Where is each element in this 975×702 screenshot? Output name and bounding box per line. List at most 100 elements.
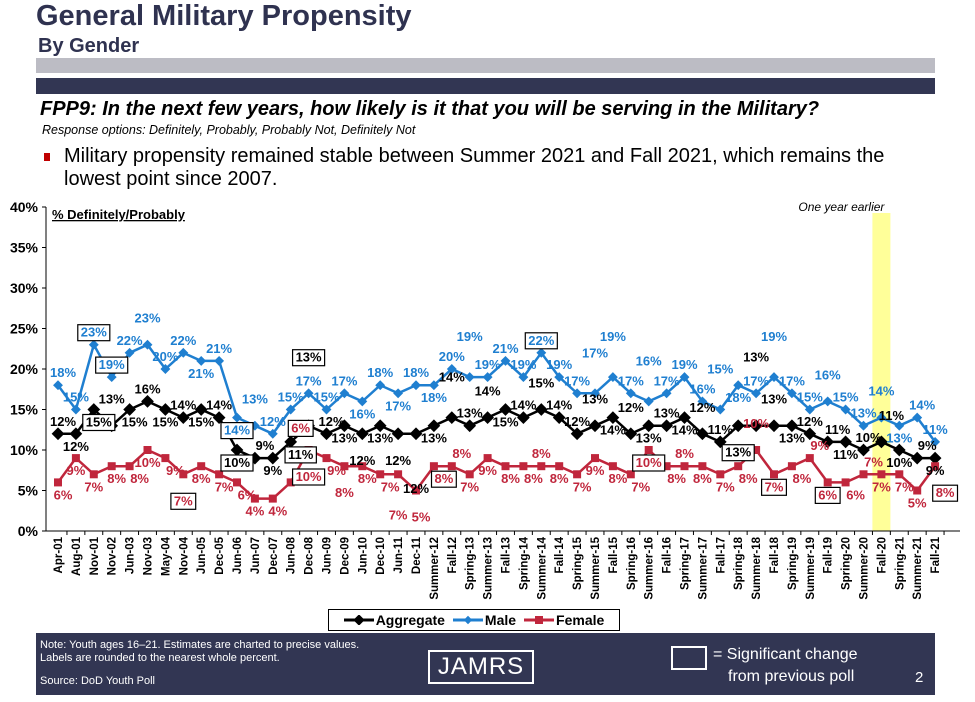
data-point-female: [412, 486, 420, 495]
data-point-male: [822, 396, 833, 407]
data-label-male: 23%: [134, 311, 160, 326]
data-label-aggregate: 14%: [206, 398, 232, 413]
data-label-female: 7%: [174, 493, 193, 508]
data-point-female: [501, 462, 510, 471]
x-tick-label: Jun-05: [196, 536, 208, 574]
x-tick-label: Nov-02: [107, 537, 119, 575]
data-label-male: 14%: [224, 423, 250, 438]
data-label-aggregate: 13%: [296, 350, 322, 365]
data-point-aggregate: [910, 451, 924, 465]
data-point-male: [482, 372, 493, 383]
data-label-male: 16%: [815, 367, 841, 382]
x-tick-label: Jun-10: [357, 537, 369, 574]
chart-legend: Aggregate Male Female: [328, 609, 620, 631]
data-point-aggregate: [427, 419, 441, 433]
data-label-male: 17%: [618, 373, 644, 388]
footer-source: Source: DoD Youth Poll: [40, 675, 155, 687]
x-tick-label: Summer-18: [751, 536, 763, 599]
data-label-male: 18%: [50, 365, 76, 380]
x-tick-label: Jun-08: [286, 536, 298, 574]
data-label-male: 17%: [564, 373, 590, 388]
data-label-aggregate: 12%: [618, 400, 644, 415]
x-tick-label: Fall-20: [876, 537, 888, 573]
data-point-male: [786, 388, 797, 399]
key-finding: Military propensity remained stable betw…: [44, 145, 904, 191]
x-tick-label: Spring-17: [680, 537, 692, 590]
data-point-female: [322, 454, 331, 463]
x-tick-label: Dec-09: [339, 537, 351, 575]
x-tick-label: May-04: [160, 536, 172, 576]
data-label-male: 18%: [725, 390, 751, 405]
data-label-female: 9%: [810, 438, 829, 453]
data-point-male: [733, 380, 744, 391]
footer-note: Note: Youth ages 16–21. Estimates are ch…: [40, 639, 359, 665]
data-label-female: 7%: [381, 479, 400, 494]
y-tick-label: 10%: [10, 442, 39, 458]
data-label-male: 15%: [313, 390, 339, 405]
data-point-male: [303, 388, 314, 399]
data-label-aggregate: 13%: [99, 392, 125, 407]
data-label-female: 7%: [84, 479, 103, 494]
data-point-male: [661, 388, 672, 399]
data-label-aggregate: 13%: [582, 392, 608, 407]
data-point-aggregate: [176, 411, 190, 424]
data-point-aggregate: [194, 403, 208, 416]
significance-box-female: [761, 478, 787, 496]
data-point-female: [71, 454, 80, 463]
data-point-aggregate: [266, 451, 280, 465]
data-label-aggregate: 15%: [528, 376, 554, 391]
x-tick-label: Nov-01: [89, 536, 101, 575]
x-tick-label: Spring-13: [465, 537, 477, 590]
data-point-aggregate: [123, 403, 136, 416]
data-point-male: [321, 404, 332, 415]
data-point-female: [913, 486, 922, 495]
data-label-male: 17%: [779, 373, 805, 388]
data-point-female: [340, 462, 349, 471]
data-label-aggregate: 11%: [708, 422, 734, 437]
significance-box-female: [932, 484, 959, 502]
data-label-aggregate: 14%: [546, 398, 572, 413]
data-point-male: [572, 388, 583, 399]
x-tick-label: Aug-01: [71, 536, 83, 576]
data-label-aggregate: 14%: [439, 370, 465, 385]
data-point-male: [876, 412, 887, 423]
page-number: 2: [915, 669, 924, 686]
data-label-female: 8%: [435, 471, 454, 486]
data-label-female: 8%: [501, 471, 520, 486]
legend-aggregate: Aggregate: [343, 612, 445, 628]
data-label-aggregate: 15%: [86, 415, 112, 430]
y-tick-label: 35%: [10, 240, 39, 256]
data-point-female: [519, 462, 528, 471]
data-label-aggregate: 12%: [564, 414, 590, 429]
data-point-male: [411, 380, 421, 391]
data-point-female: [161, 454, 170, 463]
data-point-female: [215, 470, 224, 479]
data-label-female: 8%: [667, 471, 686, 486]
x-tick-label: Fall-17: [715, 537, 727, 573]
data-label-male: 15%: [707, 362, 733, 377]
navy-divider: [36, 78, 935, 94]
data-point-male: [178, 347, 189, 358]
data-point-female: [358, 462, 367, 471]
data-label-female: 8%: [550, 471, 569, 486]
data-label-female: 8%: [524, 471, 543, 486]
data-label-male: 19%: [761, 329, 787, 344]
data-label-female: 6%: [54, 487, 73, 502]
data-point-aggregate: [463, 419, 477, 433]
data-point-female: [537, 462, 546, 471]
data-point-female: [394, 470, 403, 479]
data-label-female: 8%: [130, 471, 149, 486]
data-point-male: [554, 372, 565, 383]
data-label-male: 18%: [367, 365, 393, 380]
significance-box-aggregate: [82, 413, 116, 432]
data-point-female: [698, 462, 707, 471]
data-label-aggregate: 11%: [833, 447, 859, 462]
data-point-female: [125, 462, 134, 471]
data-point-female: [250, 494, 259, 503]
data-label-aggregate: 9%: [263, 463, 282, 478]
significance-box-icon: [671, 646, 707, 670]
data-point-female: [54, 478, 62, 487]
data-label-male: 22%: [170, 333, 196, 348]
data-label-female: 8%: [936, 485, 955, 500]
